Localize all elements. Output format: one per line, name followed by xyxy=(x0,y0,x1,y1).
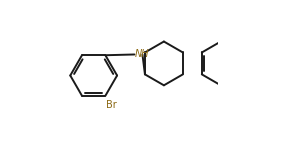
Text: NH: NH xyxy=(135,50,150,59)
Text: Br: Br xyxy=(106,100,117,109)
